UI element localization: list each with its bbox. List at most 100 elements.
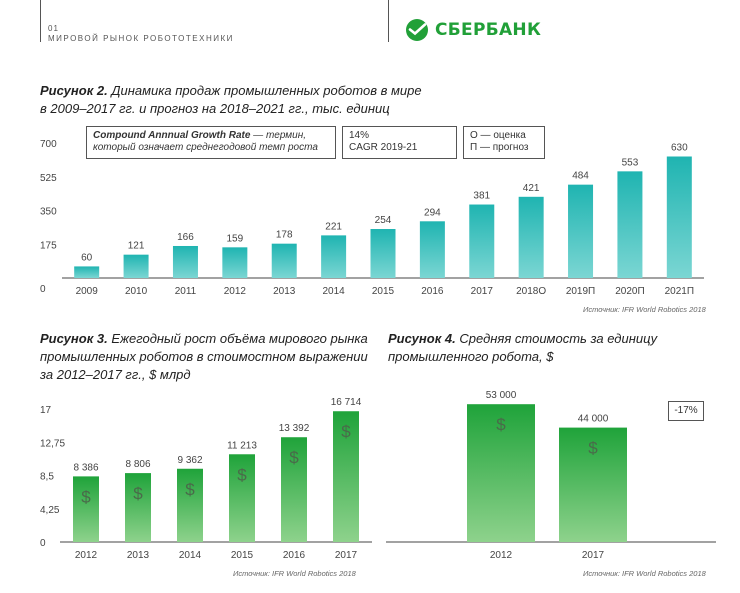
cagr-term-rest: — термин, [250, 130, 307, 141]
fig3-bar [125, 473, 151, 542]
fig3-x-tick-label: 2013 [127, 550, 150, 561]
fig2-value-label: 421 [523, 183, 540, 194]
legend-estimate: О — оценка [470, 130, 526, 141]
fig3-x-tick-label: 2016 [283, 550, 306, 561]
fig2-bar [666, 156, 692, 278]
fig2-bar [469, 204, 495, 278]
section-title: МИРОВОЙ РЫНОК РОБОТОТЕХНИКИ [48, 34, 234, 43]
cagr-definition-box: Compound Annnual Growth Rate — термин, к… [86, 126, 336, 159]
dollar-icon: $ [185, 480, 195, 499]
fig3-source: Источник: IFR World Robotics 2018 [233, 569, 356, 578]
fig4-x-tick-label: 2017 [582, 550, 605, 561]
fig3-value-label: 8 386 [73, 462, 98, 473]
fig2-x-tick-label: 2015 [372, 286, 395, 297]
fig3-value-label: 9 362 [177, 455, 202, 466]
fig3-value-label: 11 213 [227, 440, 257, 451]
fig3-label: Рисунок 3. [40, 331, 108, 346]
fig2-x-tick-label: 2010 [125, 286, 148, 297]
legend-key-box: О — оценка П — прогноз [463, 126, 545, 159]
fig2-y-tick-label: 175 [40, 240, 57, 251]
fig2-value-label: 221 [325, 221, 342, 232]
fig3-bar [229, 454, 255, 542]
fig2-source: Источник: IFR World Robotics 2018 [583, 305, 706, 314]
dollar-icon: $ [588, 439, 598, 458]
fig3-bar [281, 437, 307, 542]
sberbank-logo-icon [406, 19, 428, 41]
fig2-bar [172, 245, 198, 278]
fig2-x-tick-label: 2014 [322, 286, 345, 297]
fig2-y-tick-label: 350 [40, 207, 57, 218]
fig3-title-line2: промышленных роботов в стоимостном выраж… [40, 349, 368, 364]
dollar-icon: $ [496, 415, 506, 434]
logo-text: СБЕРБАНК [435, 20, 542, 40]
fig2-bar [518, 196, 544, 278]
fig4-source: Источник: IFR World Robotics 2018 [583, 569, 706, 578]
fig3-x-tick-label: 2015 [231, 550, 254, 561]
fig2-value-label: 484 [572, 171, 589, 182]
fig4-label: Рисунок 4. [388, 331, 456, 346]
cagr-value-box: 14% CAGR 2019-21 [342, 126, 457, 159]
fig2-x-tick-label: 2011 [175, 286, 197, 297]
fig2-bar [370, 229, 396, 278]
fig4-bar [467, 404, 535, 542]
fig2-title: Рисунок 2. Динамика продаж промышленных … [40, 82, 422, 118]
cagr-value: 14% [349, 130, 370, 141]
fig3-x-tick-label: 2012 [75, 550, 98, 561]
price-change-badge: -17% [668, 401, 704, 421]
page-number: 01 [48, 24, 59, 33]
fig4-title-text: Средняя стоимость за единицу [459, 331, 658, 346]
dollar-icon: $ [289, 448, 299, 467]
fig2-bar [419, 221, 445, 278]
fig2-y-tick-label: 525 [40, 173, 57, 184]
fig4-title: Рисунок 4. Средняя стоимость за единицу … [388, 330, 657, 366]
fig2-value-label: 178 [276, 230, 293, 241]
dollar-icon: $ [133, 484, 143, 503]
dollar-icon: $ [81, 487, 91, 506]
fig3-x-tick-label: 2017 [335, 550, 358, 561]
fig2-bar [222, 247, 248, 278]
fig2-x-tick-label: 2016 [421, 286, 444, 297]
fig2-value-label: 166 [177, 232, 194, 243]
dollar-icon: $ [237, 465, 247, 484]
fig3-title: Рисунок 3. Ежегодный рост объёма мировог… [40, 330, 368, 384]
fig2-title-text: Динамика продаж промышленных роботов в м… [111, 83, 422, 98]
fig2-x-tick-label: 2012 [224, 286, 247, 297]
header-divider-left [40, 0, 41, 42]
fig2-chart: 0 175 350 525 700 60 2009 121 2010 166 2011 159 2012… [40, 139, 704, 297]
fig2-value-label: 254 [375, 215, 392, 226]
fig2-y-tick-label: 0 [40, 284, 46, 295]
fig2-x-tick-label: 2013 [273, 286, 296, 297]
fig2-bar [271, 243, 297, 278]
fig2-value-label: 294 [424, 207, 441, 218]
fig3-y-tick-label: 17 [40, 405, 52, 416]
fig4-value-label: 53 000 [486, 390, 517, 401]
fig2-bar [123, 254, 149, 278]
fig2-x-tick-label: 2019П [566, 286, 595, 297]
fig2-x-tick-label: 2017 [471, 286, 494, 297]
fig2-value-label: 553 [622, 157, 639, 168]
fig3-bar [73, 476, 99, 542]
fig2-value-label: 159 [227, 233, 244, 244]
fig2-bar [617, 171, 643, 278]
fig2-x-tick-label: 2018О [516, 286, 546, 297]
fig2-label: Рисунок 2. [40, 83, 108, 98]
dollar-icon: $ [341, 422, 351, 441]
fig3-value-label: 8 806 [125, 459, 150, 470]
fig2-bar [74, 266, 100, 278]
cagr-term: Compound Annnual Growth Rate [93, 130, 251, 141]
fig2-x-tick-label: 2020П [615, 286, 644, 297]
fig4-x-tick-label: 2012 [490, 550, 513, 561]
fig3-y-tick-label: 8,5 [40, 472, 54, 483]
fig2-title-line2: в 2009–2017 гг. и прогноз на 2018–2021 г… [40, 101, 390, 116]
fig3-value-label: 16 714 [331, 397, 362, 408]
fig3-title-text: Ежегодный рост объёма мирового рынка [111, 331, 368, 346]
header-divider-mid [388, 0, 389, 42]
legend-forecast: П — прогноз [470, 142, 529, 153]
fig2-bar [568, 184, 594, 278]
fig3-bar [333, 411, 359, 542]
fig2-value-label: 60 [81, 252, 93, 263]
fig4-value-label: 44 000 [578, 414, 609, 425]
fig2-y-tick-label: 700 [40, 139, 57, 150]
fig4-bar [559, 427, 627, 542]
fig2-x-tick-label: 2021П [665, 286, 694, 297]
